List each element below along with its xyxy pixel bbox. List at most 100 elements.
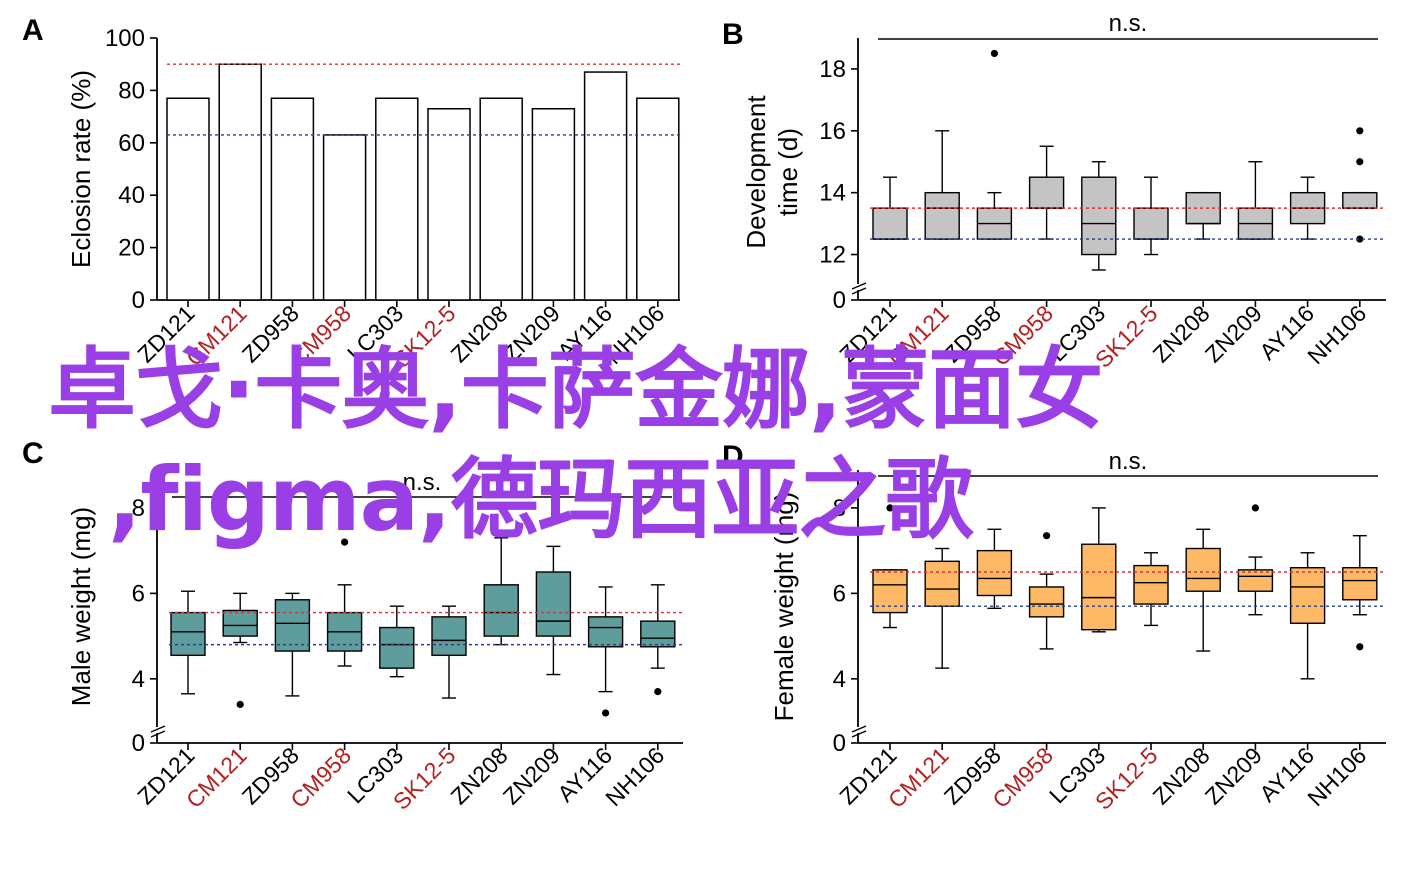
box-LC303 <box>379 626 415 669</box>
x-tick-label: NH106 <box>1302 742 1371 811</box>
bar-ZD958 <box>270 97 315 301</box>
box-NH106 <box>640 620 676 648</box>
y-axis-label-line-1: Development <box>741 95 771 249</box>
outlier-point <box>1043 532 1051 540</box>
outlier-point <box>236 700 244 709</box>
box-ZN208 <box>483 584 519 637</box>
box-ZD958 <box>274 599 311 652</box>
box-AY116 <box>1289 567 1326 624</box>
watermark-text-line-2: ,figma,德玛西亚之歌 <box>108 448 973 551</box>
box-SK12-5 <box>1133 207 1169 240</box>
box-ZD958 <box>976 549 1013 597</box>
bar-SK12-5 <box>427 107 471 301</box>
box-NH106 <box>1342 191 1378 209</box>
outlier-point <box>341 538 349 546</box>
x-tick-label: ZN209 <box>1200 742 1267 809</box>
y-axis-label: Female weight (mg) <box>769 492 799 722</box>
box-LC303 <box>1081 543 1117 631</box>
outlier-point <box>886 504 894 512</box>
bar-AY116 <box>583 71 628 301</box>
box-ZN209 <box>1237 569 1274 592</box>
box-NH106 <box>1342 567 1378 601</box>
outlier-point <box>1251 504 1259 512</box>
box-ZN208 <box>1185 191 1221 225</box>
panel-letter-c: C <box>22 437 44 470</box>
outlier-point <box>990 49 999 58</box>
outlier-point <box>1356 235 1364 243</box>
y-tick-label: 6 <box>132 580 145 607</box>
y-tick-label: 16 <box>819 118 846 145</box>
significance-label: n.s. <box>1109 448 1148 475</box>
axis-break-mark <box>851 725 867 733</box>
box-CM958 <box>1028 176 1065 209</box>
outlier-point <box>654 688 662 696</box>
axis-break-mark <box>851 282 867 290</box>
y-tick-label: 4 <box>132 666 145 693</box>
watermark-text-line-1: 卓戈·卡奥,卡萨金娜,蒙面女 <box>48 338 1103 441</box>
box-ZN208 <box>1185 547 1221 592</box>
bar-ZN208 <box>479 97 523 301</box>
box-SK12-5 <box>1133 564 1169 605</box>
y-tick-label: 8 <box>132 495 145 522</box>
x-tick-label: ZN208 <box>1148 742 1215 809</box>
y-axis-label: Male weight (mg) <box>66 507 96 706</box>
box-ZN209 <box>535 571 572 637</box>
y-tick-label: 6 <box>833 580 846 607</box>
x-tick-label: ZN209 <box>1200 300 1267 367</box>
y-tick-label: 20 <box>118 235 145 262</box>
box-CM121 <box>924 191 960 240</box>
panel-letter-a: A <box>22 14 44 47</box>
y-tick-label: 0 <box>132 287 145 314</box>
y-tick-label: 12 <box>819 242 846 269</box>
box-ZD121 <box>872 207 908 240</box>
x-tick-label: ZN209 <box>498 742 565 809</box>
bar-CM121 <box>218 63 262 301</box>
y-tick-label: 18 <box>819 56 846 83</box>
box-CM121 <box>924 560 960 607</box>
box-CM121 <box>222 609 258 637</box>
y-tick-label: 14 <box>819 180 846 207</box>
panel-letters: A B C D <box>22 14 744 473</box>
axis-break-mark <box>851 287 867 295</box>
significance-label: n.s. <box>1109 10 1148 37</box>
outlier-point <box>602 709 610 717</box>
box-AY116 <box>587 616 624 648</box>
y-tick-label: 0 <box>833 730 846 757</box>
axis-break-mark <box>150 725 166 733</box>
y-tick-label: 60 <box>118 130 145 157</box>
bar-ZD121 <box>166 97 210 301</box>
box-ZD121 <box>170 611 206 657</box>
x-tick-label: ZN208 <box>1148 300 1215 367</box>
y-tick-label: 80 <box>118 77 145 104</box>
y-axis-label-line-2: time (d) <box>773 128 803 216</box>
panel-letter-b: B <box>722 18 744 51</box>
box-LC303 <box>1081 176 1117 256</box>
outlier-point <box>1356 158 1364 166</box>
y-tick-label: 0 <box>833 287 846 314</box>
significance-label: n.s. <box>403 469 442 496</box>
axis-break-mark <box>150 730 166 738</box>
bar-CM958 <box>322 134 367 301</box>
bar-NH106 <box>636 97 680 301</box>
bar-LC303 <box>375 97 419 301</box>
x-tick-label: NH106 <box>1302 300 1371 369</box>
y-tick-label: 0 <box>132 730 145 757</box>
y-tick-label: 100 <box>105 25 145 52</box>
outlier-point <box>1356 127 1364 135</box>
box-SK12-5 <box>431 616 467 657</box>
box-CM958 <box>1028 586 1065 618</box>
x-tick-label: ZN208 <box>446 742 513 809</box>
outlier-point <box>1356 643 1364 651</box>
panel-letter-d: D <box>722 440 744 473</box>
bar-ZN209 <box>531 107 576 301</box>
x-tick-label: NH106 <box>600 742 669 811</box>
box-ZD121 <box>872 569 908 614</box>
axis-break-mark <box>851 730 867 738</box>
y-tick-label: 8 <box>833 495 846 522</box>
y-tick-label: 4 <box>833 666 846 693</box>
y-axis-label: Eclosion rate (%) <box>66 70 96 268</box>
y-tick-label: 40 <box>118 182 145 209</box>
